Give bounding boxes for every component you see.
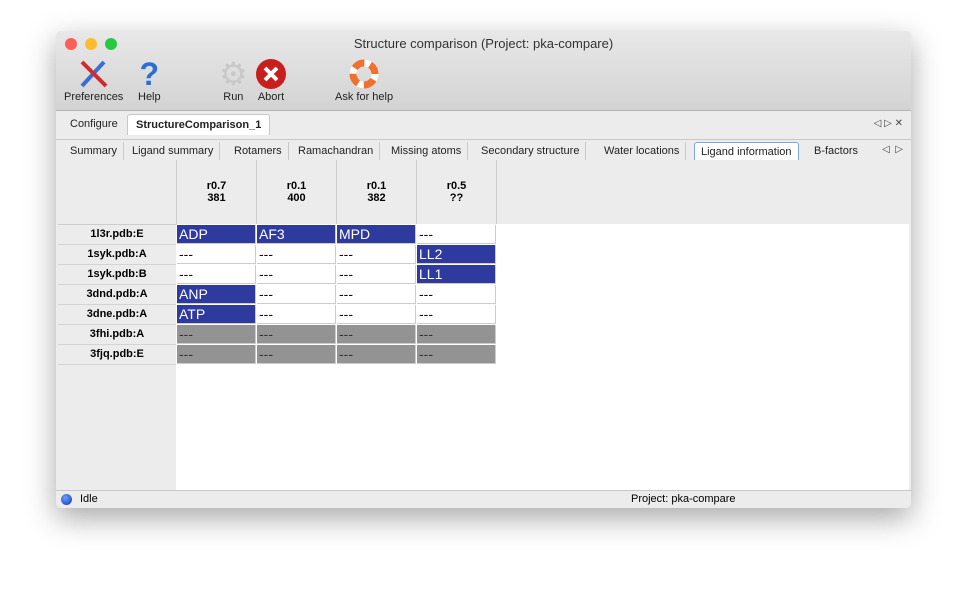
tab-secondary-structure[interactable]: Secondary structure bbox=[475, 142, 587, 160]
tab-rotamers[interactable]: Rotamers bbox=[228, 142, 289, 160]
sub-tab-bar: Summary Ligand summary Rotamers Ramachan… bbox=[56, 139, 911, 162]
help-button[interactable]: ? Help bbox=[138, 55, 161, 104]
tab-ligand-summary[interactable]: Ligand summary bbox=[126, 142, 221, 160]
row-header[interactable]: 3fjq.pdb:E bbox=[58, 345, 176, 365]
table-cell[interactable]: ATP bbox=[177, 305, 256, 324]
top-tab-bar: Configure StructureComparison_1 ◁ ▷ ✕ bbox=[56, 114, 911, 135]
row-header[interactable]: 1syk.pdb:A bbox=[58, 245, 176, 265]
table-cell[interactable]: --- bbox=[177, 245, 256, 264]
column-header-line1: r0.1 bbox=[286, 180, 307, 192]
column-header[interactable]: r0.5?? bbox=[417, 160, 497, 224]
zoom-window-button[interactable] bbox=[105, 38, 117, 50]
row-header[interactable]: 1l3r.pdb:E bbox=[58, 225, 176, 245]
lifebuoy-icon bbox=[335, 57, 393, 91]
ligand-table: r0.7 381 r0.1 400 r0.1 382 r0.5?? 1l3r.pdb:E ADP… bbox=[58, 160, 909, 490]
table-cell[interactable]: LL1 bbox=[417, 265, 496, 284]
column-header-line1: r0.7 bbox=[206, 180, 227, 192]
table-cell[interactable]: --- bbox=[417, 325, 496, 344]
tab-ligand-information[interactable]: Ligand information bbox=[694, 142, 799, 162]
tools-icon bbox=[64, 57, 123, 91]
table-cell[interactable]: --- bbox=[337, 345, 416, 364]
column-header-line2: 381 bbox=[207, 192, 226, 204]
column-header[interactable]: r0.1 382 bbox=[337, 160, 417, 224]
table-cell[interactable]: --- bbox=[417, 345, 496, 364]
minimize-window-button[interactable] bbox=[85, 38, 97, 50]
app-window: Structure comparison (Project: pka-compa… bbox=[56, 31, 911, 508]
table-cell[interactable]: --- bbox=[257, 305, 336, 324]
tab-configure[interactable]: Configure bbox=[70, 118, 118, 130]
table-cell[interactable]: MPD bbox=[337, 225, 416, 244]
abort-button[interactable]: Abort bbox=[255, 57, 287, 103]
tab-scroll-controls[interactable]: ◁ ▷ ✕ bbox=[873, 118, 903, 129]
tab-structure-comparison[interactable]: StructureComparison_1 bbox=[127, 114, 271, 135]
table-cell[interactable]: --- bbox=[337, 305, 416, 324]
column-header-line1: r0.5 bbox=[446, 180, 467, 192]
table-cell[interactable]: --- bbox=[417, 225, 496, 244]
table-cell[interactable]: LL2 bbox=[417, 245, 496, 264]
status-text: Idle bbox=[80, 493, 98, 505]
table-cell[interactable]: AF3 bbox=[257, 225, 336, 244]
close-window-button[interactable] bbox=[65, 38, 77, 50]
column-header[interactable]: r0.7 381 bbox=[177, 160, 257, 224]
column-header-line1: r0.1 bbox=[366, 180, 387, 192]
row-header[interactable]: 3fhi.pdb:A bbox=[58, 325, 176, 345]
ask-for-help-button[interactable]: Ask for help bbox=[335, 57, 393, 103]
table-cell[interactable]: --- bbox=[257, 245, 336, 264]
preferences-button[interactable]: Preferences bbox=[64, 57, 123, 103]
table-cell[interactable]: --- bbox=[257, 345, 336, 364]
table-cell[interactable]: --- bbox=[177, 325, 256, 344]
row-header[interactable]: 1syk.pdb:B bbox=[58, 265, 176, 285]
abort-icon bbox=[255, 57, 287, 91]
window-title: Structure comparison (Project: pka-compa… bbox=[353, 36, 614, 51]
status-indicator-icon bbox=[61, 494, 72, 505]
project-label: Project: pka-compare bbox=[631, 493, 736, 505]
table-cell[interactable]: --- bbox=[337, 265, 416, 284]
column-header[interactable]: r0.1 400 bbox=[257, 160, 337, 224]
table-cell[interactable]: --- bbox=[337, 325, 416, 344]
help-icon: ? bbox=[139, 55, 160, 92]
table-cell[interactable]: --- bbox=[257, 285, 336, 304]
column-header-line2: ?? bbox=[449, 192, 464, 204]
title-bar: Structure comparison (Project: pka-compa… bbox=[56, 31, 911, 111]
tab-water-locations[interactable]: Water locations bbox=[598, 142, 687, 160]
table-cell[interactable]: --- bbox=[177, 345, 256, 364]
table-cell[interactable]: --- bbox=[177, 265, 256, 284]
table-cell[interactable]: --- bbox=[337, 245, 416, 264]
tab-summary[interactable]: Summary bbox=[64, 142, 125, 160]
table-cell[interactable]: --- bbox=[257, 265, 336, 284]
table-cell[interactable]: --- bbox=[417, 285, 496, 304]
table-cell[interactable]: ADP bbox=[177, 225, 256, 244]
column-header-line2: 400 bbox=[287, 192, 306, 204]
status-bar: Idle Project: pka-compare bbox=[56, 490, 911, 508]
table-corner bbox=[58, 160, 177, 225]
table-cell[interactable]: --- bbox=[417, 305, 496, 324]
row-header[interactable]: 3dne.pdb:A bbox=[58, 305, 176, 325]
tab-ramachandran[interactable]: Ramachandran bbox=[292, 142, 381, 160]
subtab-scroll-arrows[interactable]: ◁ ▷ bbox=[882, 144, 903, 155]
gear-icon: ⚙ bbox=[219, 56, 248, 92]
row-header[interactable]: 3dnd.pdb:A bbox=[58, 285, 176, 305]
run-button[interactable]: ⚙ Run bbox=[219, 56, 248, 103]
table-cell[interactable]: --- bbox=[257, 325, 336, 344]
tab-b-factors[interactable]: B-factors bbox=[814, 145, 859, 157]
column-header-line2: 382 bbox=[367, 192, 386, 204]
tab-missing-atoms[interactable]: Missing atoms bbox=[385, 142, 469, 160]
table-cell[interactable]: ANP bbox=[177, 285, 256, 304]
table-cell[interactable]: --- bbox=[337, 285, 416, 304]
